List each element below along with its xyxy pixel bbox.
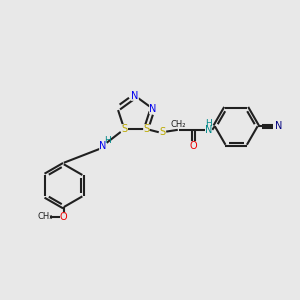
Text: N: N: [275, 121, 282, 131]
Text: N: N: [205, 125, 212, 135]
Text: N: N: [149, 103, 156, 114]
Text: H: H: [105, 136, 111, 145]
Text: N: N: [99, 141, 106, 151]
Text: S: S: [121, 124, 127, 134]
Text: O: O: [189, 141, 197, 151]
Text: CH₂: CH₂: [171, 120, 186, 129]
Text: S: S: [159, 127, 165, 137]
Text: CH₃: CH₃: [38, 212, 53, 221]
Text: O: O: [60, 212, 68, 222]
Text: S: S: [143, 124, 149, 134]
Text: N: N: [131, 91, 139, 101]
Text: H: H: [205, 119, 212, 128]
